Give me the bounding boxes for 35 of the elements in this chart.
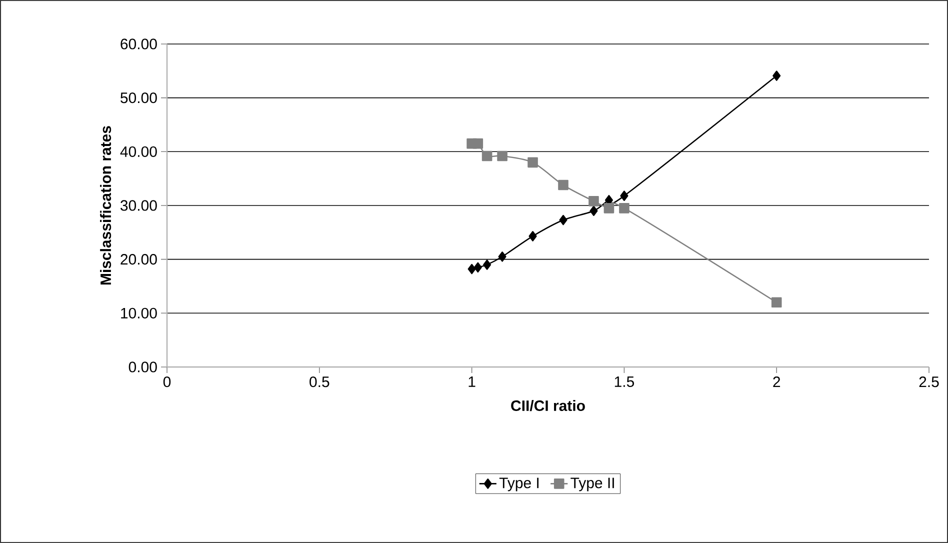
y-tick-label: 0.00 <box>128 362 157 372</box>
point <box>619 203 630 214</box>
point <box>604 203 614 214</box>
y-tick-label: 10.00 <box>121 308 157 318</box>
point <box>559 214 568 226</box>
y-tick-label: 60.00 <box>120 38 157 50</box>
x-axis-title: CII/CI ratio <box>511 400 585 412</box>
point <box>528 157 538 168</box>
point <box>620 190 628 201</box>
x-tick-label: 1 <box>468 376 476 387</box>
x-tick-label: 0 <box>163 376 171 388</box>
point <box>482 150 492 162</box>
point <box>528 231 537 242</box>
point <box>498 251 506 262</box>
point <box>474 262 482 273</box>
point <box>590 206 598 216</box>
legend-label: Type I <box>499 478 539 492</box>
y-tick-label: 20.00 <box>120 254 157 265</box>
point <box>771 297 782 308</box>
point <box>472 138 484 149</box>
point <box>772 70 781 81</box>
point <box>588 196 599 206</box>
point <box>497 150 508 162</box>
x-tick-label: 2 <box>773 376 780 387</box>
x-tick-label: 1.5 <box>614 376 634 387</box>
point <box>468 264 476 274</box>
x-tick-label: 0.5 <box>310 376 330 388</box>
y-tick-label: 40.00 <box>120 146 157 157</box>
y-axis-title: Misclassification rates <box>100 126 112 285</box>
y-tick-label: 30.00 <box>120 200 157 211</box>
legend-label: Type II <box>570 478 614 492</box>
x-tick-label: 2.5 <box>919 376 939 388</box>
point <box>558 180 568 190</box>
y-tick-label: 50.00 <box>120 92 157 104</box>
point <box>483 260 492 270</box>
